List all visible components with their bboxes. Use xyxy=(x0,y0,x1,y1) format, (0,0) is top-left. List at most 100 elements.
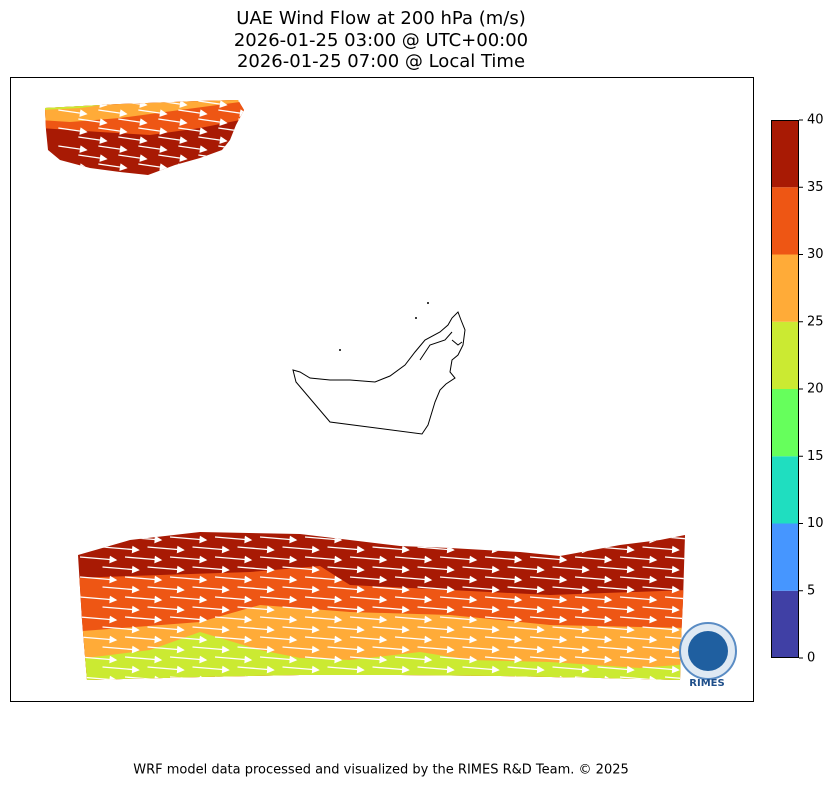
wind-arrow xyxy=(664,556,685,561)
wind-arrow xyxy=(484,535,523,544)
wind-arrow xyxy=(417,565,455,574)
wind-arrow xyxy=(439,535,478,544)
wind-arrow xyxy=(118,136,148,144)
wind-arrow xyxy=(439,595,478,604)
wind-arrow xyxy=(462,565,500,574)
wind-arrow xyxy=(349,615,388,624)
title-line: 2026-01-25 03:00 @ UTC+00:00 xyxy=(234,30,528,51)
wind-arrow xyxy=(259,615,298,624)
colorbar-frame xyxy=(771,120,799,658)
wind-arrow xyxy=(158,136,188,144)
wind-arrow xyxy=(178,145,208,153)
wind-arrow xyxy=(198,136,228,144)
wind-arrow xyxy=(282,665,320,674)
wind-arrow xyxy=(304,615,343,624)
wind-arrow xyxy=(78,118,108,126)
wind-arrow xyxy=(462,665,500,674)
wind-arrow xyxy=(327,545,365,554)
wind-arrow xyxy=(417,645,455,654)
island xyxy=(415,317,417,319)
wind-arrow xyxy=(169,595,208,604)
wind-arrow xyxy=(619,615,658,624)
wind-arrow xyxy=(79,595,118,604)
wind-arrow xyxy=(529,675,568,680)
wind-arrow xyxy=(79,555,118,564)
wind-arrow xyxy=(372,645,410,654)
wind-arrow xyxy=(372,605,410,614)
wind-arrow xyxy=(574,615,613,624)
wind-arrow xyxy=(349,555,388,564)
wind-arrow xyxy=(619,535,658,544)
uae-outline xyxy=(292,311,466,435)
island xyxy=(427,302,429,304)
border-line xyxy=(419,331,463,361)
wind-arrow xyxy=(439,575,478,584)
title-line: 2026-01-25 07:00 @ Local Time xyxy=(237,51,525,72)
wind-arrow xyxy=(237,625,275,634)
wind-arrow xyxy=(619,655,658,664)
wind-arrow xyxy=(98,127,128,135)
wind-arrow xyxy=(349,595,388,604)
footer: WRF model data processed and visualized … xyxy=(133,763,629,778)
wind-arrow xyxy=(484,575,523,584)
wind-arrow xyxy=(147,565,185,574)
wind-arrow xyxy=(78,154,108,162)
wind-arrow xyxy=(79,535,118,544)
wind-arrow xyxy=(327,605,365,614)
wind-arrow xyxy=(552,565,590,574)
wind-arrow xyxy=(327,665,365,674)
wind-arrow xyxy=(218,163,244,171)
wind-arrow xyxy=(304,655,343,664)
colorbar-tick-label: 15 xyxy=(807,449,824,464)
wind-arrow xyxy=(79,575,118,584)
wind-arrow xyxy=(147,605,185,614)
wind-arrow xyxy=(304,675,343,680)
wind-arrow xyxy=(417,585,455,594)
wind-arrow xyxy=(124,655,163,664)
wind-arrow xyxy=(98,163,128,171)
colorbar-tick-label: 20 xyxy=(807,382,824,397)
wind-arrow xyxy=(237,565,275,574)
wind-arrow xyxy=(102,625,140,634)
colorbar-tick-label: 0 xyxy=(807,651,815,666)
wind-arrow xyxy=(147,625,185,634)
colorbar-bin xyxy=(771,120,799,188)
wind-arrow xyxy=(192,605,230,614)
wind-arrow xyxy=(462,625,500,634)
wind-arrow xyxy=(138,145,168,153)
wind-arrow xyxy=(304,595,343,604)
wind-arrow xyxy=(552,665,590,674)
wind-arrow xyxy=(304,635,343,644)
wind-arrow xyxy=(552,585,590,594)
colorbar-bin xyxy=(771,321,799,389)
wind-arrow xyxy=(147,665,185,674)
wind-arrow xyxy=(394,595,433,604)
wind-arrow xyxy=(259,535,298,544)
wind-arrow xyxy=(372,565,410,574)
wind-arrow xyxy=(574,595,613,604)
title-line: UAE Wind Flow at 200 hPa (m/s) xyxy=(236,8,525,29)
wind-arrow xyxy=(619,555,658,564)
wind-arrow xyxy=(529,635,568,644)
wind-region-south xyxy=(78,532,685,680)
wind-arrow xyxy=(507,605,545,614)
wind-arrow xyxy=(238,118,244,124)
wind-arrow xyxy=(158,154,188,162)
wind-arrow xyxy=(664,576,685,581)
wind-arrow xyxy=(214,555,253,564)
wind-arrow xyxy=(642,585,680,594)
wind-arrow xyxy=(198,118,228,126)
colorbar-tick-label: 25 xyxy=(807,314,824,329)
wind-arrow xyxy=(124,635,163,644)
wind-arrow xyxy=(214,595,253,604)
wind-arrow xyxy=(158,118,188,126)
wind-arrow xyxy=(282,585,320,594)
colorbar-tick-label: 10 xyxy=(807,516,824,531)
wind-arrow xyxy=(619,635,658,644)
colorbar-bin xyxy=(771,187,799,255)
wind-arrow xyxy=(192,665,230,674)
wind-arrow xyxy=(552,645,590,654)
wind-arrow xyxy=(664,596,685,601)
wind-arrow xyxy=(484,655,523,664)
